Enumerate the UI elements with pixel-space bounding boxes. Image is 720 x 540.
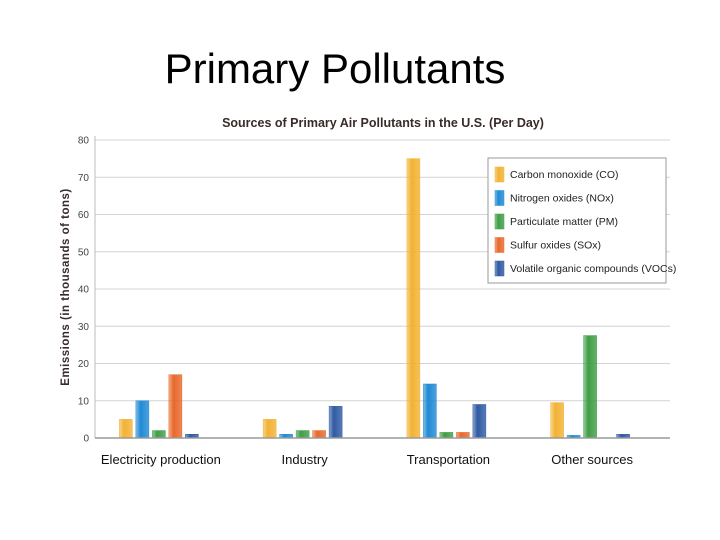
bar [152,430,166,439]
y-tick-label: 0 [83,434,89,445]
legend-label: Particulate matter (PM) [510,216,618,228]
bars [119,158,630,439]
y-tick-label: 70 [78,173,90,184]
bar [550,402,564,439]
legend-label: Volatile organic compounds (VOCs) [510,263,676,275]
y-tick-label: 80 [78,136,90,147]
legend-swatch [494,166,505,183]
legend-box [487,157,667,284]
axes: 0 10 20 30 40 50 60 70 80 Electricity production I… [78,136,670,467]
y-tick-label: 60 [78,210,90,221]
legend-swatch [494,190,505,206]
y-tick-label: 20 [78,359,90,370]
bar [406,158,421,439]
y-tick-label: 30 [78,322,90,333]
bar [439,432,454,439]
bar [312,430,326,439]
bar [295,430,310,439]
x-category-label: Electricity production [101,452,221,467]
bar [472,404,487,439]
legend-swatch [494,260,505,277]
legend-label: Carbon monoxide (CO) [510,169,619,181]
legend-swatch [494,237,505,253]
x-category-label: Transportation [407,452,490,467]
y-tick-label: 10 [78,396,90,407]
bar [423,383,437,439]
x-category-label: Other sources [551,452,633,467]
slide-title: Primary Pollutants [164,45,506,92]
x-category-label: Industry [282,452,329,467]
bar [583,335,597,439]
bar [168,374,183,439]
bar [119,419,133,439]
legend-label: Sulfur oxides (SOx) [510,240,601,252]
y-tick-label: 40 [78,285,90,296]
legend: Carbon monoxide (CO) Nitrogen oxides (NOx… [487,157,676,284]
legend-swatch [494,213,505,230]
bar [135,400,150,439]
bar [328,406,343,439]
bar [456,432,470,439]
y-tick-label: 50 [78,247,90,258]
chart-title: Sources of Primary Air Pollutants in the… [222,116,544,130]
legend-label: Nitrogen oxides (NOx) [510,193,614,205]
bar [262,419,277,439]
y-axis-label: Emissions (in thousands of tons) [60,188,72,385]
